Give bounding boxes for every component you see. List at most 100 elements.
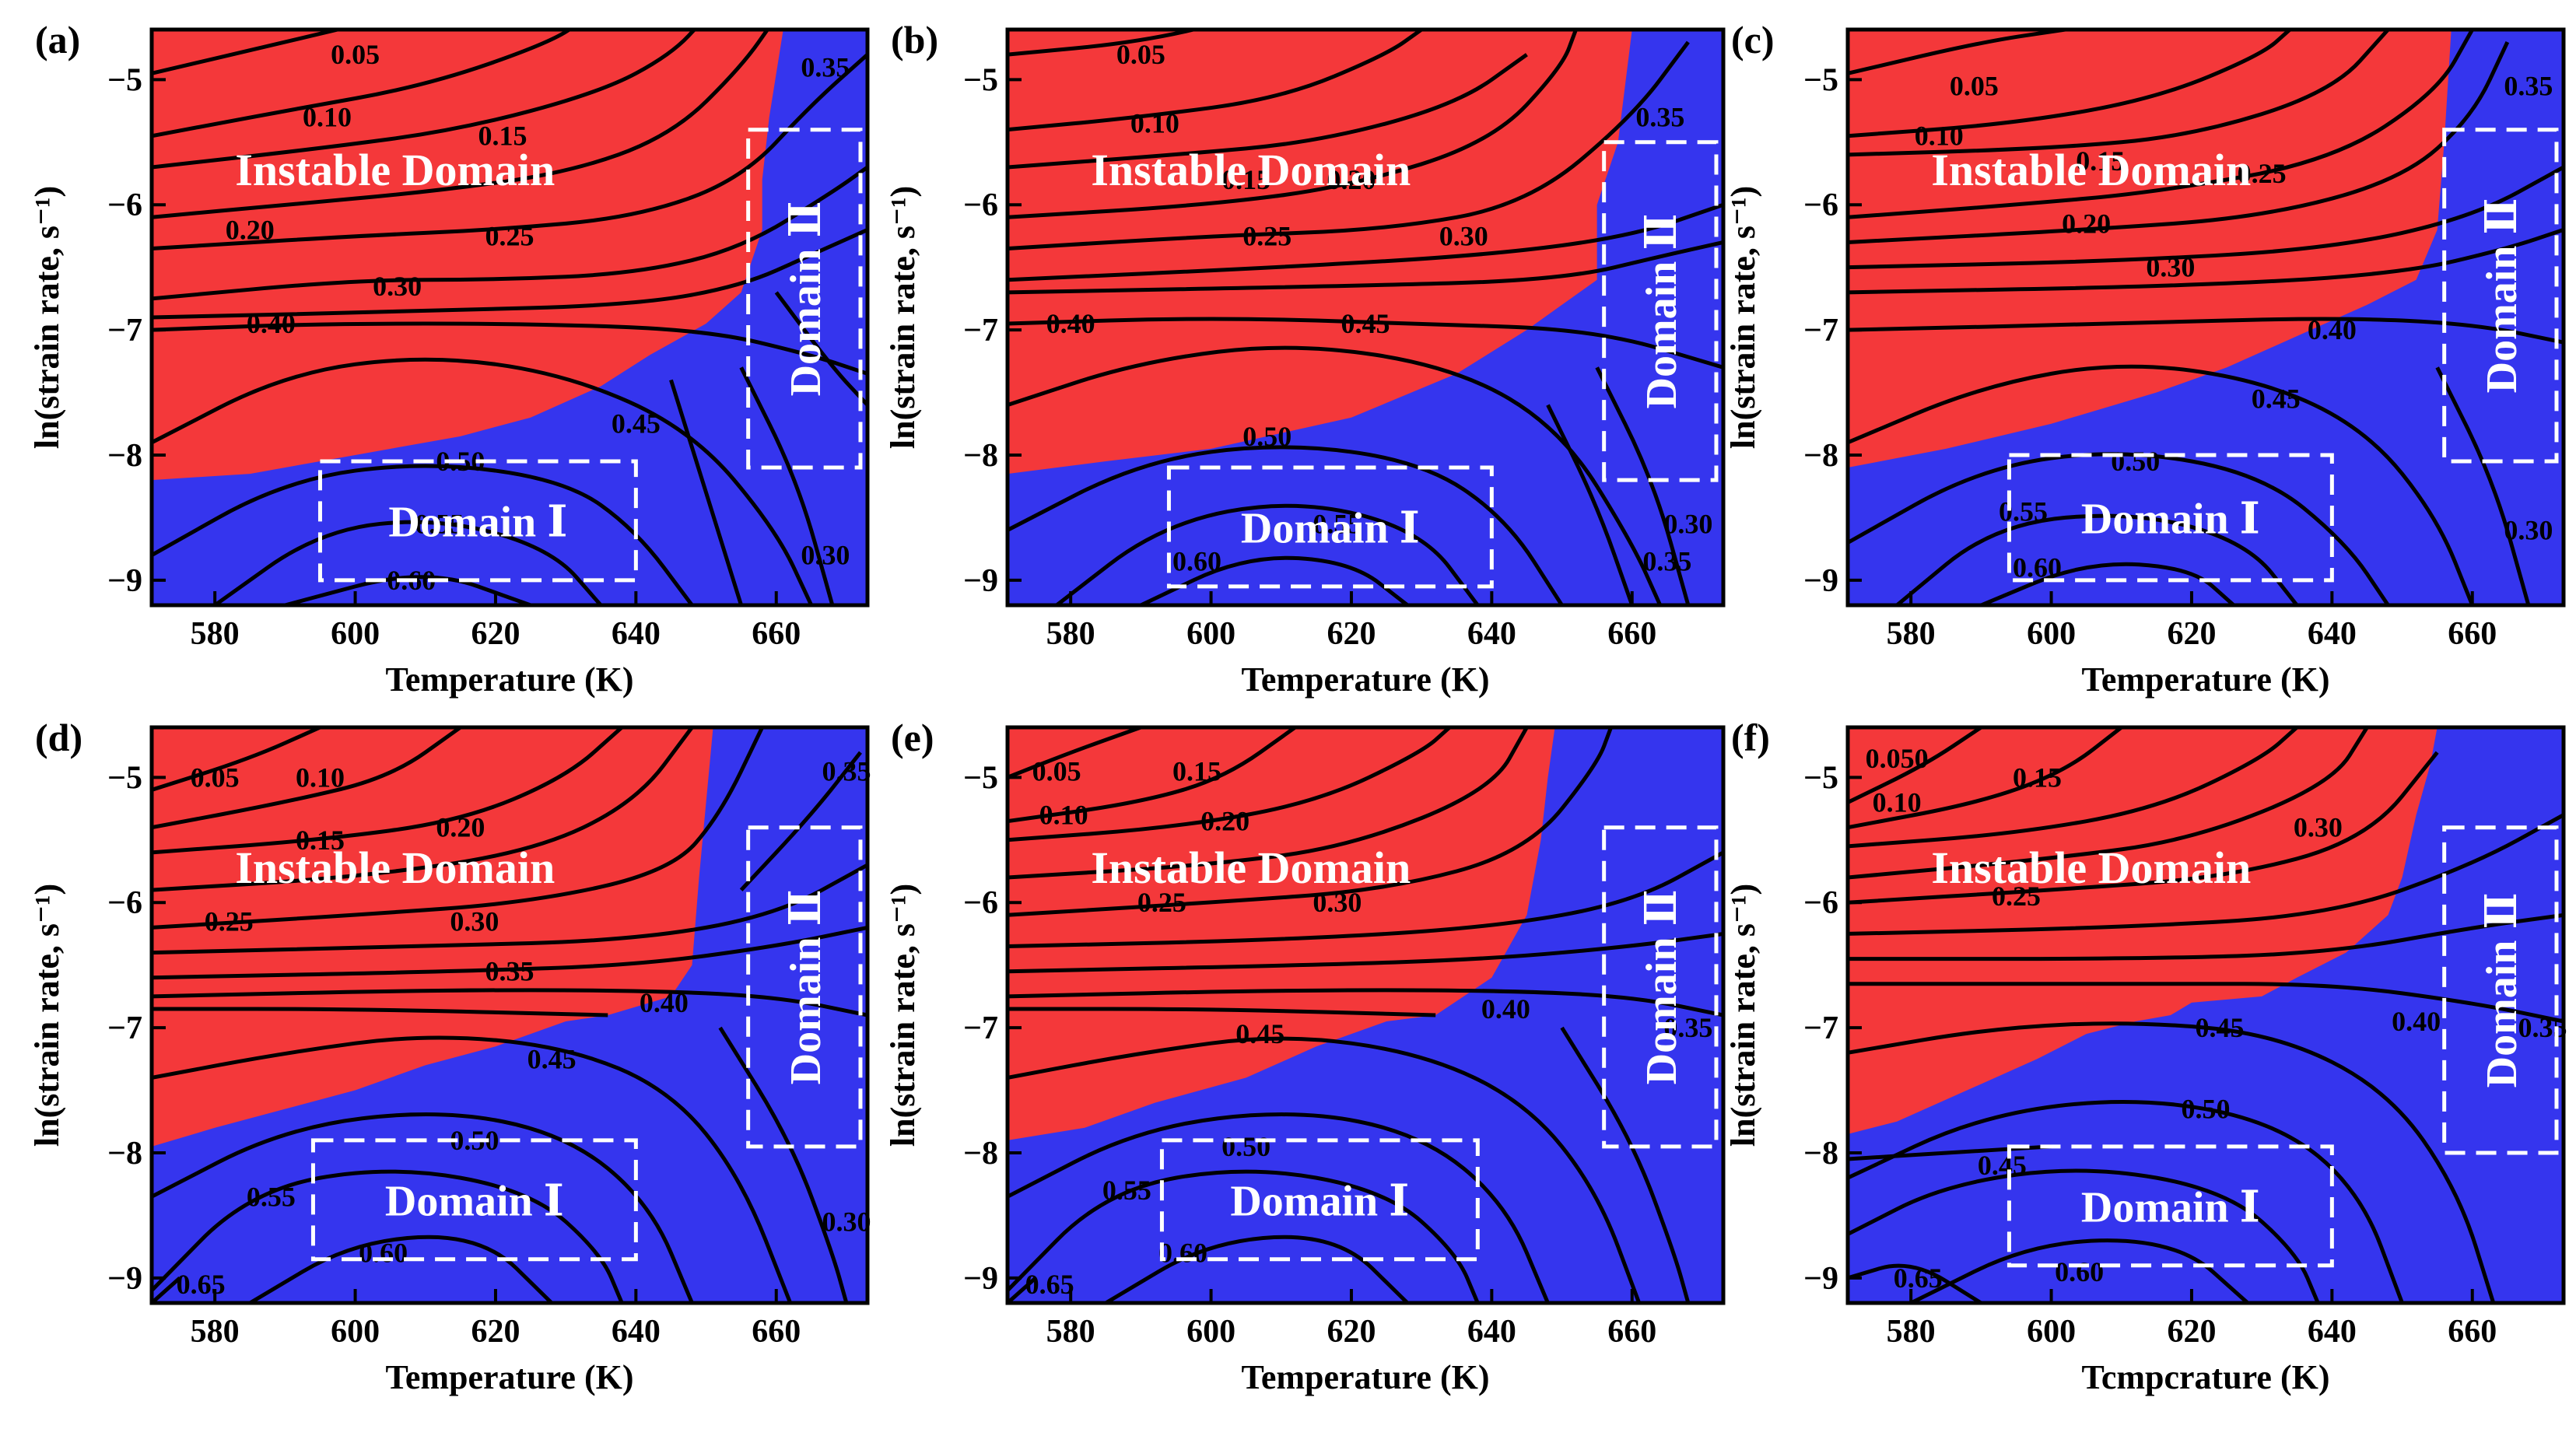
contour-label: 0.60	[359, 1238, 408, 1269]
x-axis-title: Temperature (K)	[386, 660, 634, 699]
panel-label: (d)	[35, 716, 82, 759]
contour-line	[152, 30, 346, 75]
contour-line	[1910, 1238, 2249, 1303]
contour-line	[152, 357, 814, 605]
contour-line	[1140, 555, 1409, 605]
contour-label: 0.25	[1137, 887, 1186, 918]
contour-line	[1008, 850, 1723, 949]
contour-line	[1848, 30, 2291, 138]
y-tick-label: −7	[963, 313, 998, 348]
x-tick-label: 580	[1887, 1314, 1936, 1350]
contour-label: 0.15	[2013, 762, 2062, 793]
contour-line	[1848, 727, 2298, 849]
contour-label: 0.20	[436, 812, 485, 843]
y-tick-label: −5	[1803, 62, 1838, 98]
x-tick-label: 640	[612, 616, 661, 652]
contour-line	[1008, 53, 1528, 170]
y-tick-label: −5	[963, 760, 998, 796]
contour-label: 0.65	[1894, 1263, 1943, 1294]
panel-a: 0.050.100.150.20 0.250.300.350.400.450.50…	[28, 18, 870, 699]
contour-label: 0.05	[1116, 39, 1165, 70]
contour-label: 0.30	[450, 905, 499, 937]
contour-label: 0.50	[1242, 421, 1292, 452]
domain-2-box	[746, 128, 863, 470]
contour-line	[1008, 727, 1142, 779]
contour-label: 0.60	[2055, 1256, 2104, 1287]
y-tick-label: −5	[107, 760, 142, 796]
x-tick-label: 580	[1046, 616, 1095, 652]
contour-lines	[152, 727, 867, 1303]
contour-line	[1848, 1021, 2496, 1303]
instable-domain-label: Instable Domain	[1091, 145, 1411, 195]
panel-label: (e)	[891, 716, 934, 759]
domain-1-label: Domain Ⅰ	[2081, 1183, 2260, 1231]
contour-label: 0.55	[247, 1181, 296, 1212]
contour-label: 0.30	[1439, 220, 1488, 251]
y-tick-label: −7	[1803, 1010, 1838, 1046]
panel-e: 0.05 0.10 0.15 0.20 0.25 0.30 0.35 0.40 0.45 0.50…	[884, 716, 1726, 1396]
x-tick-label: 600	[331, 616, 380, 652]
instable-domain-label: Instable Domain	[1091, 842, 1411, 893]
contour-label: 0.50	[2111, 446, 2160, 477]
contour-label: 0.15	[478, 121, 527, 152]
contour-label: 0.20	[1327, 164, 1376, 195]
domain-1-label: Domain Ⅰ	[388, 498, 567, 546]
contour-label: 0.45	[1978, 1150, 2027, 1181]
contour-line	[152, 165, 867, 301]
contour-label: 0.30	[2504, 514, 2553, 545]
x-tick-label: 620	[2167, 1314, 2216, 1350]
contour-label: 0.45	[2252, 384, 2301, 415]
contour-label: 0.05	[1032, 755, 1081, 786]
contour-label: 0.30	[2146, 252, 2195, 283]
contour-label: 0.10	[296, 762, 345, 793]
x-tick-label: 580	[191, 616, 240, 652]
contour-line	[1848, 982, 2564, 1024]
contour-line	[1104, 1235, 1409, 1303]
y-tick-label: −6	[963, 885, 998, 921]
contour-lines	[1848, 30, 2564, 605]
y-tick-label: −5	[1803, 760, 1838, 796]
contour-line	[1008, 40, 1690, 251]
contour-line	[739, 366, 835, 605]
y-tick-label: −7	[107, 313, 142, 348]
domain-1-box	[2006, 453, 2334, 583]
contour-label: 0.10	[1039, 800, 1088, 831]
domain-2-label: Domain Ⅱ	[782, 201, 830, 396]
contour-label: 0.35	[801, 51, 850, 82]
contour-line	[152, 925, 867, 980]
y-tick-label: −5	[107, 62, 142, 98]
contour-label: 0.05	[331, 39, 380, 70]
x-tick-label: 580	[1887, 616, 1936, 652]
contour-line	[1560, 1026, 1691, 1303]
domain-1-box	[310, 1138, 638, 1262]
contour-label: 0.60	[1158, 1238, 1207, 1269]
y-tick-label: −6	[1803, 885, 1838, 921]
x-tick-label: 640	[2308, 1314, 2357, 1350]
domain-1-label: Domain Ⅰ	[1230, 1177, 1409, 1225]
contour-line	[774, 291, 867, 407]
domain-1-label: Domain Ⅰ	[2081, 495, 2260, 543]
contour-label: 0.50	[2182, 1094, 2231, 1125]
contour-label: 0.55	[1313, 508, 1362, 539]
x-tick-label: 660	[2448, 1314, 2497, 1350]
contour-label: 0.15	[1172, 755, 1221, 786]
contour-line	[1008, 202, 1723, 282]
contour-line	[1848, 165, 2564, 270]
x-tick-label: 620	[471, 616, 520, 652]
y-axis-title: ln(strain rate, s⁻¹)	[1724, 186, 1762, 449]
contour-line	[1008, 240, 1723, 295]
contour-label: 0.45	[527, 1043, 577, 1074]
contour-line	[1008, 345, 1663, 605]
contour-label: 0.25	[485, 220, 534, 251]
x-tick-label: 600	[1186, 1314, 1235, 1350]
x-tick-label: 660	[2448, 616, 2497, 652]
domain-2-box	[2442, 128, 2559, 464]
instable-region	[1848, 30, 2452, 468]
y-tick-label: −7	[1803, 313, 1838, 348]
contour-label: 0.10	[303, 102, 352, 133]
contour-label: 0.20	[2062, 208, 2111, 239]
y-tick-label: −6	[107, 885, 142, 921]
domain-1-box	[1166, 465, 1494, 589]
y-tick-label: −6	[963, 187, 998, 223]
domain-1-label: Domain Ⅰ	[1241, 504, 1420, 552]
